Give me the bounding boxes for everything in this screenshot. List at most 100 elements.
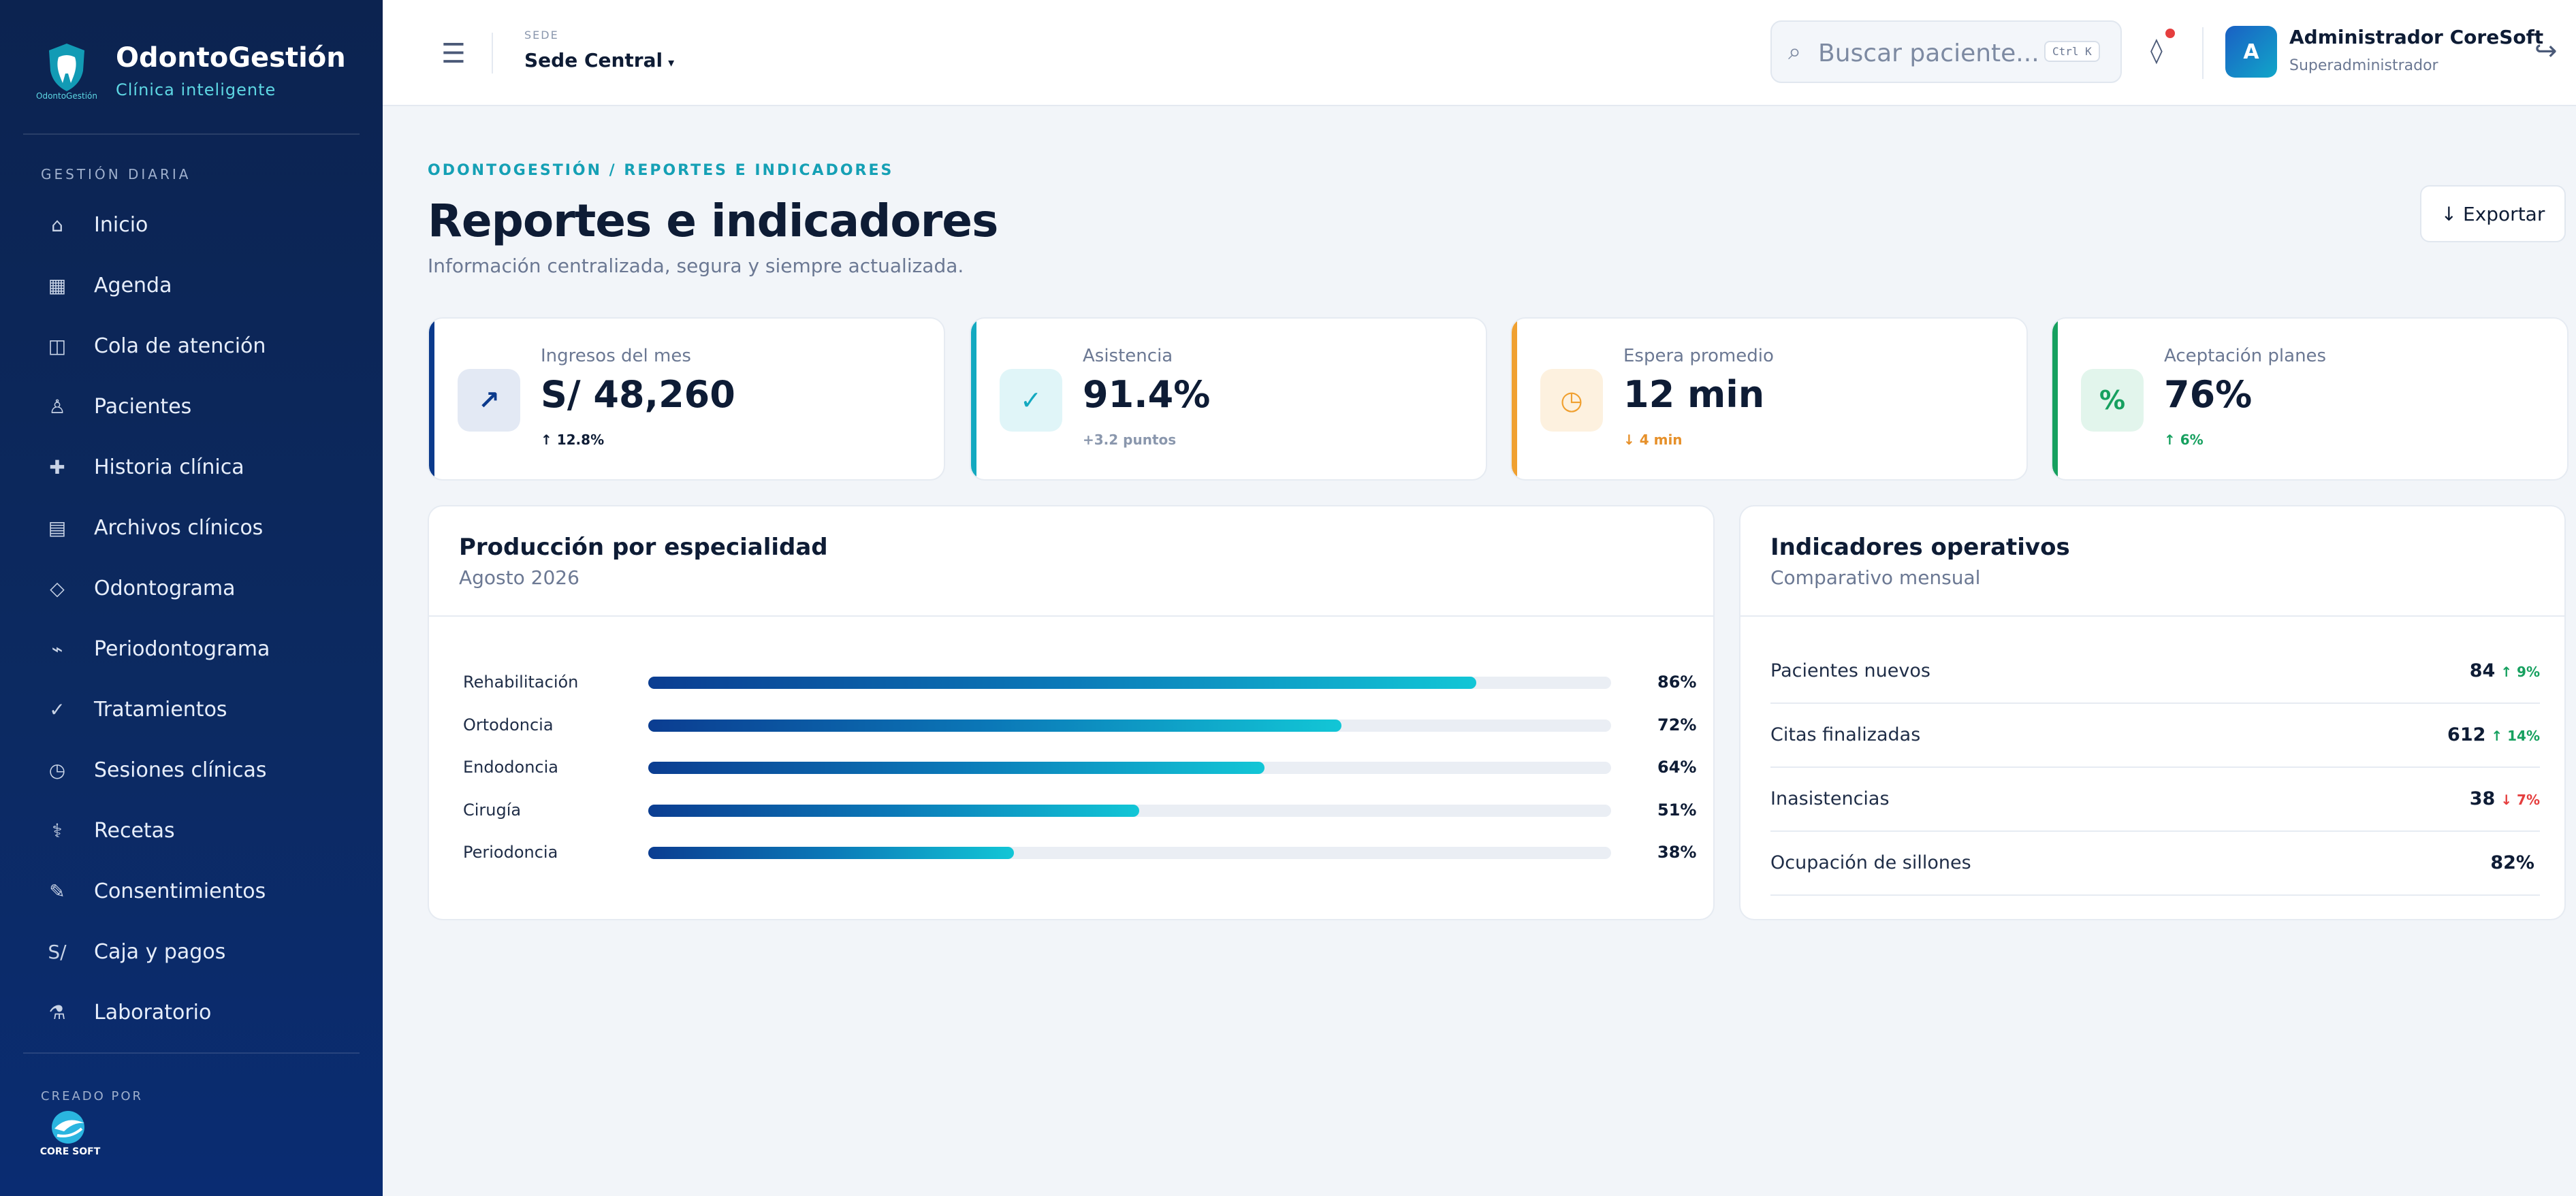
bar-value: 72% [1657, 715, 1697, 734]
sidebar-item-historia-clínica[interactable]: ✚ Historia clínica [23, 437, 360, 498]
kpi-label: Asistencia [1083, 346, 1173, 366]
sidebar-item-label: Periodontograma [94, 637, 270, 661]
kpi-label: Ingresos del mes [541, 346, 691, 366]
brand-title: OdontoGestión [116, 42, 346, 74]
trend-up-icon: ↗ [458, 369, 520, 432]
kpi-value: 76% [2164, 373, 2253, 416]
clock-icon: ◷ [1540, 369, 1603, 432]
kpi-accent-bar [1512, 319, 1517, 479]
bar-track [648, 719, 1611, 732]
sidebar-item-label: Tratamientos [94, 698, 227, 722]
created-by-label: CREADO POR [41, 1089, 144, 1103]
indicator-value: 38 [2469, 788, 2496, 809]
sidebar-divider [23, 133, 360, 135]
sidebar-item-laboratorio[interactable]: ⚗ Laboratorio [23, 982, 360, 1043]
specialty-bar-row: Endodoncia 64% [463, 754, 1696, 781]
sidebar-item-label: Agenda [94, 274, 172, 297]
sidebar-item-pacientes[interactable]: ♙ Pacientes [23, 376, 360, 437]
indicator-delta: ↑ 9% [2500, 664, 2540, 680]
sidebar-item-label: Odontograma [94, 577, 236, 600]
sidebar-item-label: Consentimientos [94, 879, 266, 903]
export-button[interactable]: ↓ Exportar [2420, 185, 2566, 242]
coresoft-globe-icon [52, 1111, 84, 1144]
sidebar-item-caja-y-pagos[interactable]: S/Caja y pagos [23, 922, 360, 982]
bar-fill [648, 677, 1477, 689]
user-name[interactable]: Administrador CoreSoft [2289, 26, 2544, 48]
indicator-label: Ocupación de sillones [1770, 852, 1971, 873]
breadcrumb: ODONTOGESTIÓN / REPORTES E INDICADORES [428, 162, 894, 179]
topbar-divider [492, 33, 493, 74]
avatar[interactable]: A [2225, 26, 2277, 78]
brand[interactable]: OdontoGestión OdontoGestión Clínica inte… [34, 38, 346, 103]
card-subtitle: Comparativo mensual [1770, 566, 1981, 589]
check-icon: ✓ [49, 698, 65, 721]
kpi-accent-bar [429, 319, 434, 479]
kpi-card: ↗ Ingresos del mes S/ 48,260 ↑ 12.8% [428, 317, 945, 481]
logout-icon[interactable]: ↪ [2534, 35, 2558, 67]
user-icon: ♙ [48, 395, 66, 418]
tooth-icon: ◇ [50, 577, 65, 600]
sidebar-item-label: Caja y pagos [94, 940, 226, 964]
bar-track [648, 762, 1611, 774]
flask-icon: ⚗ [48, 1001, 66, 1024]
sidebar-nav: ⌂ Inicio ▦ Agenda ◫ Cola de atención ♙ Paciente… [23, 195, 360, 1043]
kpi-delta: ↑ 6% [2164, 432, 2204, 448]
sede-selector[interactable]: Sede Central ▾ [524, 49, 674, 71]
kpi-value: 91.4% [1083, 373, 1211, 416]
indicator-value: 82% [2490, 852, 2534, 873]
sidebar-item-label: Sesiones clínicas [94, 758, 267, 782]
sidebar-item-recetas[interactable]: ⚕ Recetas [23, 801, 360, 861]
bar-track [648, 677, 1611, 689]
sede-label: SEDE [524, 29, 559, 42]
bar-label: Ortodoncia [463, 715, 554, 734]
coresoft-logo-text: CORE SOFT [39, 1146, 101, 1157]
sidebar-item-sesiones-clínicas[interactable]: ◷ Sesiones clínicas [23, 740, 360, 801]
search-icon: ⌕ [1788, 38, 1802, 65]
indicator-value: 84 [2469, 660, 2496, 681]
sidebar-item-tratamientos[interactable]: ✓ Tratamientos [23, 679, 360, 740]
bar-label: Endodoncia [463, 758, 558, 777]
bar-fill [648, 804, 1140, 817]
sede-value: Sede Central [524, 49, 663, 71]
sidebar-item-agenda[interactable]: ▦ Agenda [23, 255, 360, 316]
kpi-label: Espera promedio [1623, 346, 1774, 366]
sidebar-item-consentimientos[interactable]: ✎ Consentimientos [23, 861, 360, 922]
kpi-card: % Aceptación planes 76% ↑ 6% [2051, 317, 2569, 481]
sidebar-item-cola-de-atención[interactable]: ◫ Cola de atención [23, 316, 360, 376]
indicator-row: Pacientes nuevos 84 ↑ 9% [1770, 640, 2540, 704]
search-input[interactable] [1818, 34, 2050, 72]
sidebar-item-label: Recetas [94, 819, 175, 843]
sidebar-item-inicio[interactable]: ⌂ Inicio [23, 195, 360, 255]
notification-icon[interactable]: ◊ [2150, 37, 2163, 65]
notification-dot [2165, 29, 2175, 38]
bar-label: Rehabilitación [463, 673, 579, 692]
sidebar-item-label: Pacientes [94, 395, 192, 419]
kpi-delta: +3.2 puntos [1083, 432, 1177, 448]
prescription-icon: ⚕ [52, 820, 63, 842]
menu-icon[interactable]: ☰ [441, 38, 466, 69]
page-title: Reportes e indicadores [428, 195, 998, 247]
kpi-accent-bar [971, 319, 976, 479]
kpi-value: 12 min [1623, 373, 1765, 416]
coresoft-logo [39, 1108, 101, 1163]
kpi-label: Aceptación planes [2164, 346, 2327, 366]
indicators-card: Indicadores operativos Comparativo mensu… [1739, 505, 2566, 920]
specialty-bar-row: Ortodoncia 72% [463, 711, 1696, 739]
sidebar-item-label: Inicio [94, 213, 148, 237]
indicator-delta: ↑ 14% [2491, 728, 2540, 744]
brand-logo-caption: OdontoGestión [36, 91, 97, 101]
card-title: Producción por especialidad [459, 534, 828, 561]
specialty-bar-row: Periodoncia 38% [463, 839, 1696, 866]
topbar-divider [2202, 27, 2204, 79]
kpi-card: ✓ Asistencia 91.4% +3.2 puntos [970, 317, 1487, 481]
indicator-value: 612 [2447, 724, 2486, 745]
bar-track [648, 847, 1611, 859]
sidebar-item-periodontograma[interactable]: ⌁ Periodontograma [23, 619, 360, 679]
search-box[interactable]: ⌕ Ctrl K [1770, 20, 2122, 83]
medical-cross-icon: ✚ [49, 456, 65, 479]
card-title: Indicadores operativos [1770, 534, 2070, 561]
sidebar-item-archivos-clínicos[interactable]: ▤ Archivos clínicos [23, 498, 360, 558]
bar-label: Periodoncia [463, 843, 558, 862]
sidebar-item-odontograma[interactable]: ◇ Odontograma [23, 558, 360, 619]
user-role: Superadministrador [2289, 57, 2438, 74]
